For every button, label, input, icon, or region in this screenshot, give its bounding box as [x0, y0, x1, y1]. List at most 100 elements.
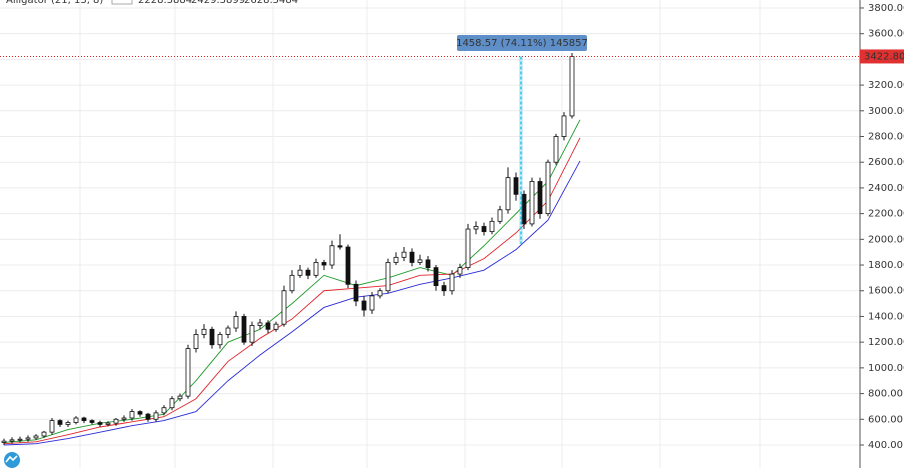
- candle-body: [73, 417, 79, 423]
- candle-body: [361, 300, 367, 311]
- candle-body: [545, 161, 551, 215]
- candle-body: [145, 413, 151, 420]
- candle-body: [537, 181, 543, 215]
- y-tick-label: 1800.00: [868, 260, 904, 271]
- candle-body: [393, 256, 399, 263]
- indicator-value: 2628.5484: [244, 0, 298, 6]
- candle-body: [89, 420, 95, 423]
- candle-body: [185, 348, 191, 397]
- candle-body: [553, 136, 559, 163]
- candle-body: [425, 259, 431, 269]
- candle-body: [249, 325, 255, 343]
- candle-body: [513, 177, 519, 195]
- candle-body: [409, 251, 415, 263]
- candle-body: [353, 283, 359, 302]
- candle-body: [265, 322, 271, 330]
- candle-body: [473, 226, 479, 230]
- y-tick-label: 800.00: [868, 389, 903, 400]
- y-tick-label: 2800.00: [868, 132, 904, 143]
- candle-body: [65, 422, 71, 425]
- candle-body: [345, 246, 351, 285]
- indicator-name: Alligator (21, 13, 8): [6, 0, 103, 6]
- candle-body: [281, 290, 287, 325]
- candle-body: [193, 334, 199, 349]
- candle-body: [129, 411, 135, 419]
- last-price-box: [860, 49, 904, 64]
- candle-body: [233, 316, 239, 329]
- indicator-header: Alligator (21, 13, 8) 2228.38842429.38992…: [6, 0, 298, 6]
- y-tick-label: 1200.00: [868, 337, 904, 348]
- y-tick-label: 2200.00: [868, 209, 904, 220]
- candle-body: [169, 398, 175, 409]
- logo: [4, 452, 20, 468]
- candle-body: [505, 177, 511, 211]
- alligator-line: [3, 160, 581, 446]
- last-price-tag: 3422.80: [860, 49, 904, 64]
- candle-body: [385, 262, 391, 292]
- measure-box: [457, 35, 587, 51]
- candle-body: [105, 422, 111, 425]
- candle-body: [209, 328, 215, 346]
- candle-body: [57, 420, 63, 425]
- candle-body: [321, 262, 327, 266]
- measure-label: 1458.57 (74.11%) 145857: [456, 38, 588, 49]
- indicator-value: 2429.3899: [191, 0, 245, 6]
- y-tick-label: 400.00: [868, 440, 903, 451]
- candle-body: [313, 262, 319, 276]
- candle-body: [153, 412, 159, 420]
- candle-body: [481, 226, 487, 233]
- candle-body: [465, 228, 471, 269]
- candle-body: [521, 193, 527, 225]
- candle-body: [497, 209, 503, 222]
- y-tick-label: 3000.00: [868, 106, 904, 117]
- candle-body: [449, 273, 455, 292]
- candle-body: [441, 285, 447, 292]
- last-price-label: 3422.80: [864, 51, 904, 62]
- candle-body: [305, 269, 311, 276]
- candle-body: [121, 417, 127, 420]
- candle-body: [217, 334, 223, 346]
- y-tick-label: 3200.00: [868, 80, 904, 91]
- indicator-icons: [111, 0, 133, 5]
- candle-body: [337, 245, 343, 248]
- candle-body: [177, 395, 183, 400]
- candle-body: [225, 327, 231, 335]
- candle-body: [161, 407, 167, 414]
- candle-body: [289, 274, 295, 292]
- candle-body: [9, 439, 15, 442]
- alligator-line: [3, 137, 581, 445]
- y-tick-label: 600.00: [868, 414, 903, 425]
- candle-body: [457, 267, 463, 275]
- y-tick-label: 2600.00: [868, 157, 904, 168]
- candle-body: [241, 316, 247, 343]
- candle-body: [97, 422, 103, 425]
- indicator-value: 2228.3884: [138, 0, 192, 6]
- candle-body: [41, 431, 47, 437]
- y-tick-label: 1600.00: [868, 286, 904, 297]
- y-tick-label: 2400.00: [868, 183, 904, 194]
- candle-body: [297, 269, 303, 276]
- candle-body: [489, 220, 495, 233]
- candle-body: [529, 181, 535, 225]
- candle-body: [377, 290, 383, 297]
- candle-body: [329, 245, 335, 266]
- candle-body: [569, 56, 575, 117]
- candle-body: [433, 267, 439, 287]
- y-tick-label: 2000.00: [868, 234, 904, 245]
- candle-body: [81, 417, 87, 421]
- y-tick-label: 1000.00: [868, 363, 904, 374]
- candle-body: [369, 295, 375, 311]
- candle-body: [417, 259, 423, 263]
- measure-tooltip: 1458.57 (74.11%) 145857: [456, 35, 588, 51]
- candle-body: [137, 411, 143, 415]
- measure-area: [519, 56, 523, 244]
- y-tick-label: 3600.00: [868, 29, 904, 40]
- candle-body: [1, 440, 7, 443]
- candle-body: [17, 438, 23, 441]
- y-tick-label: 1400.00: [868, 311, 904, 322]
- candle-body: [273, 323, 279, 330]
- candle-body: [113, 418, 119, 424]
